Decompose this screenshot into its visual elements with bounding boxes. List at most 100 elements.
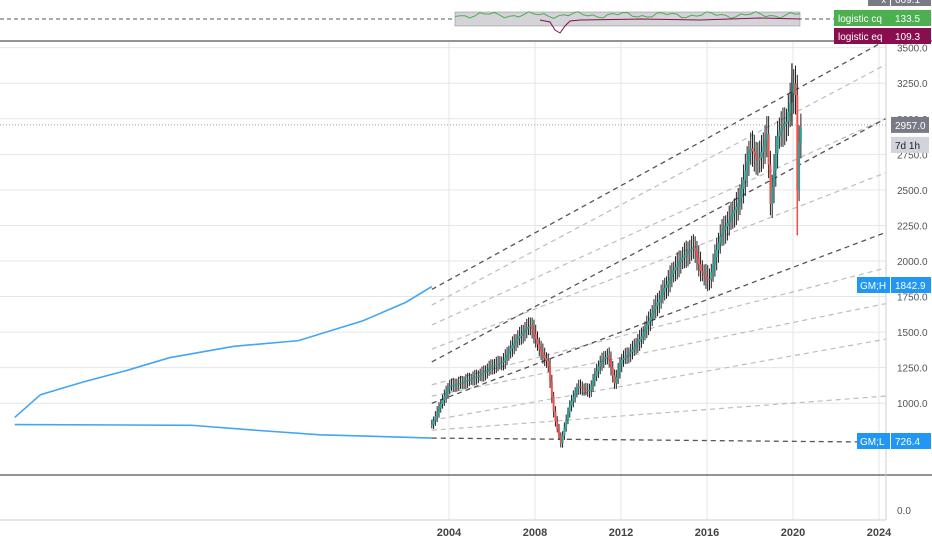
price-bar-body	[642, 333, 645, 337]
price-bar-body	[676, 264, 679, 268]
price-bar-body	[674, 267, 677, 271]
indicator-tick-0: 0.0	[897, 506, 911, 517]
price-bar-body	[719, 236, 722, 243]
price-bar-body	[765, 134, 768, 141]
price-bar-body	[531, 325, 534, 330]
price-bar-body	[697, 257, 700, 265]
price-bar-body	[733, 209, 736, 214]
price-bar-body	[565, 419, 568, 428]
price-bar-body	[728, 219, 731, 224]
price-bar-body	[437, 407, 440, 413]
price-bar-body	[540, 349, 543, 353]
label-gm-l-value-bg	[891, 433, 931, 449]
price-bar-body	[774, 153, 777, 171]
price-bar-body	[627, 353, 630, 355]
price-bar-body	[556, 421, 559, 429]
price-bar-body	[466, 380, 469, 382]
price-bar-body	[602, 359, 605, 361]
price-labels: 669.1 x logistic cq 133.5 logistic eq 109.3 29…	[834, 0, 931, 449]
price-bar-body	[687, 251, 690, 254]
price-bar-body	[744, 170, 747, 180]
price-bar-body	[536, 339, 539, 345]
price-bar-body	[470, 378, 473, 380]
price-bar-body	[595, 370, 598, 376]
price-bar-body	[480, 374, 483, 376]
price-bar-body	[515, 340, 518, 343]
trendlines-dark	[0, 39, 886, 443]
price-bar-body	[681, 257, 684, 261]
price-bar-body	[799, 127, 802, 143]
price-bar-body	[588, 389, 591, 392]
price-bar-body	[518, 336, 521, 339]
price-bar-body	[583, 388, 586, 390]
price-bar-body	[767, 134, 770, 165]
price-bar-body	[489, 367, 492, 369]
price-bar-body	[721, 232, 724, 237]
price-bar-body	[769, 164, 772, 205]
price-bar-body	[584, 389, 587, 391]
price-bar-body	[798, 142, 801, 190]
price-bar-body	[678, 262, 681, 265]
price-bar-body	[742, 179, 745, 189]
axes: 3500.03250.03000.02750.02500.02250.02000…	[437, 44, 928, 539]
price-bar-body	[502, 360, 505, 363]
price-bar-body	[452, 385, 455, 387]
label-gm-h-value-bg	[891, 277, 931, 293]
indicator-green-line	[454, 11, 801, 19]
price-bar-body	[430, 424, 433, 426]
price-bar-body	[746, 161, 749, 171]
price-bar-body	[513, 342, 516, 346]
price-bar-body	[579, 386, 582, 388]
price-bar-body	[495, 364, 498, 366]
price-bar-body	[651, 313, 654, 318]
price-bar-body	[601, 360, 604, 363]
price-bar-body	[762, 146, 765, 152]
price-bar-body	[606, 355, 609, 358]
price-bar-body	[629, 351, 632, 354]
price-bar-body	[626, 354, 629, 357]
time-tick-3: 2016	[695, 527, 719, 539]
label-logistic-eq-name: logistic eq	[838, 32, 882, 43]
price-bar-body	[613, 375, 616, 384]
label-gm-l-value: 726.4	[895, 437, 920, 448]
boundary-curves	[14, 285, 433, 439]
price-bar-body	[756, 157, 759, 161]
price-bar-body	[640, 336, 643, 340]
indicator-pane-top	[0, 11, 835, 34]
price-bar-body	[670, 273, 673, 278]
price-tick-4: 2500.0	[897, 186, 928, 197]
price-bar-body	[669, 277, 672, 281]
price-bar-body	[695, 250, 698, 258]
price-bars	[430, 63, 802, 448]
price-bar-body	[758, 157, 761, 161]
price-bar-body	[445, 392, 448, 397]
price-bar-body	[538, 344, 541, 350]
label-top-partial-value: 669.1	[895, 0, 920, 6]
price-bar-body	[475, 376, 478, 378]
price-bar-body	[776, 136, 779, 154]
price-bar-body	[708, 279, 711, 281]
price-bar-body	[688, 250, 691, 252]
price-bar-body	[660, 295, 663, 299]
price-bar-body	[477, 375, 480, 377]
price-bar-body	[618, 364, 621, 371]
price-bar-body	[701, 270, 704, 274]
price-bar-body	[597, 366, 600, 371]
price-bar-body	[656, 302, 659, 306]
price-bar-body	[472, 378, 475, 380]
price-bar-body	[529, 325, 532, 327]
price-bar-body	[717, 242, 720, 251]
upper-curve	[14, 285, 433, 419]
price-bar-body	[753, 151, 756, 155]
price-bar-body	[448, 385, 451, 389]
label-logistic-cq-value: 133.5	[895, 14, 920, 25]
price-bar-body	[479, 375, 482, 377]
price-bar-body	[455, 384, 458, 386]
time-tick-5: 2024	[867, 527, 892, 539]
price-bar-body	[500, 362, 503, 364]
price-tick-0: 3500.0	[897, 44, 928, 55]
price-bar-body	[541, 352, 544, 356]
price-bar-body	[547, 361, 550, 367]
label-gm-h-name: GM;H	[860, 281, 886, 292]
price-bar-body	[522, 331, 525, 335]
